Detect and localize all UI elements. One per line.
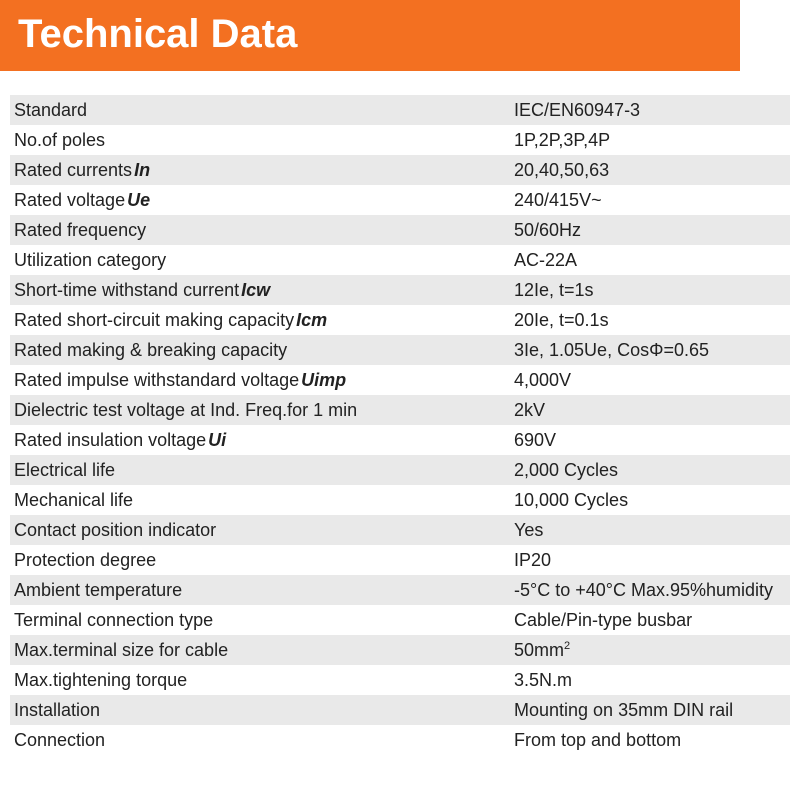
table-row: InstallationMounting on 35mm DIN rail: [10, 695, 790, 725]
spec-label: Connection: [14, 731, 514, 749]
spec-label: Rated impulse withstandard voltageUimp: [14, 371, 514, 389]
spec-label: Ambient temperature: [14, 581, 514, 599]
spec-value: 1P,2P,3P,4P: [514, 131, 790, 149]
spec-label: No.of poles: [14, 131, 514, 149]
spec-label: Terminal connection type: [14, 611, 514, 629]
spec-value: IEC/EN60947-3: [514, 101, 790, 119]
table-row: Dielectric test voltage at Ind. Freq.for…: [10, 395, 790, 425]
table-row: Contact position indicatorYes: [10, 515, 790, 545]
title-banner: Technical Data: [0, 0, 740, 71]
table-row: Rated voltageUe240/415V~: [10, 185, 790, 215]
table-row: Rated making & breaking capacity3Ie, 1.0…: [10, 335, 790, 365]
table-row: No.of poles1P,2P,3P,4P: [10, 125, 790, 155]
spec-label: Dielectric test voltage at Ind. Freq.for…: [14, 401, 514, 419]
spec-label: Rated making & breaking capacity: [14, 341, 514, 359]
spec-value: 3Ie, 1.05Ue, CosΦ=0.65: [514, 341, 790, 359]
spec-label: Installation: [14, 701, 514, 719]
spec-value: 50mm2: [514, 641, 790, 659]
spec-value: 2kV: [514, 401, 790, 419]
spec-label: Short-time withstand currentIcw: [14, 281, 514, 299]
spec-label: Max.tightening torque: [14, 671, 514, 689]
spec-value: Yes: [514, 521, 790, 539]
table-row: Utilization categoryAC-22A: [10, 245, 790, 275]
spec-label: Rated insulation voltageUi: [14, 431, 514, 449]
spec-value: 20Ie, t=0.1s: [514, 311, 790, 329]
spec-label: Standard: [14, 101, 514, 119]
spec-value: 240/415V~: [514, 191, 790, 209]
table-row: Ambient temperature-5°C to +40°C Max.95%…: [10, 575, 790, 605]
spec-value: 20,40,50,63: [514, 161, 790, 179]
table-row: Electrical life2,000 Cycles: [10, 455, 790, 485]
table-row: StandardIEC/EN60947-3: [10, 95, 790, 125]
spec-value: 4,000V: [514, 371, 790, 389]
table-row: Max.tightening torque3.5N.m: [10, 665, 790, 695]
spec-value: 12Ie, t=1s: [514, 281, 790, 299]
spec-label: Rated currentsIn: [14, 161, 514, 179]
spec-value: From top and bottom: [514, 731, 790, 749]
spec-value: 50/60Hz: [514, 221, 790, 239]
spec-label: Electrical life: [14, 461, 514, 479]
table-row: Rated short-circuit making capacityIcm20…: [10, 305, 790, 335]
table-row: Max.terminal size for cable50mm2: [10, 635, 790, 665]
table-row: Short-time withstand currentIcw12Ie, t=1…: [10, 275, 790, 305]
spec-value: 2,000 Cycles: [514, 461, 790, 479]
table-row: Mechanical life10,000 Cycles: [10, 485, 790, 515]
spec-value: IP20: [514, 551, 790, 569]
spec-label: Max.terminal size for cable: [14, 641, 514, 659]
table-row: Rated frequency50/60Hz: [10, 215, 790, 245]
spec-label: Rated short-circuit making capacityIcm: [14, 311, 514, 329]
table-row: Rated currentsIn20,40,50,63: [10, 155, 790, 185]
spec-value: 690V: [514, 431, 790, 449]
table-row: Protection degreeIP20: [10, 545, 790, 575]
spec-label: Contact position indicator: [14, 521, 514, 539]
spec-label: Rated frequency: [14, 221, 514, 239]
spec-label: Utilization category: [14, 251, 514, 269]
spec-table: StandardIEC/EN60947-3 No.of poles1P,2P,3…: [0, 95, 800, 755]
spec-value: AC-22A: [514, 251, 790, 269]
spec-value: Cable/Pin-type busbar: [514, 611, 790, 629]
spec-value: Mounting on 35mm DIN rail: [514, 701, 790, 719]
spec-label: Rated voltageUe: [14, 191, 514, 209]
table-row: Rated insulation voltageUi690V: [10, 425, 790, 455]
spec-label: Protection degree: [14, 551, 514, 569]
spec-value: -5°C to +40°C Max.95%humidity: [514, 581, 790, 599]
table-row: Rated impulse withstandard voltageUimp4,…: [10, 365, 790, 395]
spec-value: 3.5N.m: [514, 671, 790, 689]
spec-label: Mechanical life: [14, 491, 514, 509]
table-row: ConnectionFrom top and bottom: [10, 725, 790, 755]
table-row: Terminal connection typeCable/Pin-type b…: [10, 605, 790, 635]
spec-value: 10,000 Cycles: [514, 491, 790, 509]
